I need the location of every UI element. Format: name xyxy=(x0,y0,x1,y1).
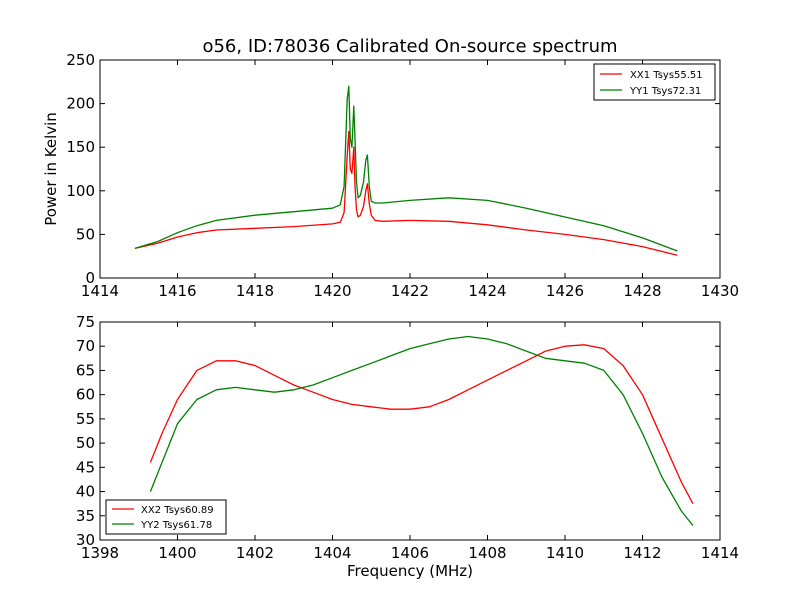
top-y-tick-label: 0 xyxy=(85,269,95,287)
bottom-y-tick-label: 40 xyxy=(76,483,95,501)
bottom-y-tick-label: 35 xyxy=(76,507,95,525)
bottom-series-line-0 xyxy=(149,344,694,505)
top-x-tick-label: 1422 xyxy=(391,282,429,300)
chart-title: o56, ID:78036 Calibrated On-source spect… xyxy=(202,36,617,57)
bottom-y-tick-label: 70 xyxy=(76,337,95,355)
bottom-x-tick-label: 1412 xyxy=(623,544,661,562)
top-x-tick-label: 1426 xyxy=(546,282,584,300)
top-legend-box xyxy=(593,63,716,101)
bottom-y-tick-label: 65 xyxy=(76,361,95,379)
top-y-tick-label: 100 xyxy=(66,182,95,200)
bottom-x-tick-label: 1406 xyxy=(391,544,429,562)
bottom-x-tick-label: 1402 xyxy=(236,544,274,562)
top-legend: XX1 Tsys55.51 YY1 Tsys72.31 xyxy=(593,63,716,101)
legend-label-xx1: XX1 Tsys55.51 xyxy=(630,70,703,81)
bottom-y-tick-label: 30 xyxy=(76,531,95,549)
bottom-x-axis: 1398 1400 1402 1404 1406 1408 1410 1412 1414 xyxy=(81,322,739,562)
bottom-x-tick-label: 1398 xyxy=(81,544,119,562)
bottom-legend: XX2 Tsys60.89 YY2 Tsys61.78 xyxy=(105,499,227,535)
top-x-tick-label: 1414 xyxy=(81,282,119,300)
bottom-y-tick-label: 45 xyxy=(76,458,95,476)
bottom-y-tick-label: 55 xyxy=(76,410,95,428)
bottom-x-tick-label: 1414 xyxy=(701,544,739,562)
bottom-x-tick-label: 1400 xyxy=(158,544,196,562)
top-x-tick-label: 1420 xyxy=(313,282,351,300)
bottom-legend-box xyxy=(105,499,227,535)
top-x-tick-label: 1430 xyxy=(701,282,739,300)
top-series-line-0 xyxy=(134,130,678,256)
legend-label-yy1: YY1 Tsys72.31 xyxy=(629,86,701,97)
top-y-tick-label: 250 xyxy=(66,51,95,69)
top-x-tick-label: 1424 xyxy=(468,282,506,300)
legend-label-yy2: YY2 Tsys61.78 xyxy=(140,520,212,531)
bottom-x-axis-label: Frequency (MHz) xyxy=(347,562,473,580)
top-panel: o56, ID:78036 Calibrated On-source spect… xyxy=(42,36,739,300)
legend-label-xx2: XX2 Tsys60.89 xyxy=(141,505,214,516)
bottom-plot-area xyxy=(149,335,694,526)
bottom-x-tick-label: 1404 xyxy=(313,544,351,562)
top-x-tick-label: 1428 xyxy=(623,282,661,300)
top-y-tick-label: 50 xyxy=(76,225,95,243)
bottom-y-tick-label: 60 xyxy=(76,386,95,404)
top-x-tick-label: 1416 xyxy=(158,282,196,300)
bottom-x-tick-label: 1408 xyxy=(468,544,506,562)
bottom-series-line-1 xyxy=(149,335,694,526)
top-y-axis: 0 50 100 150 200 250 xyxy=(66,51,720,287)
top-x-axis: 1414 1416 1418 1420 1422 1424 1426 1428 1430 xyxy=(81,60,739,300)
bottom-y-axis: 30 35 40 45 50 55 60 65 70 75 xyxy=(76,313,720,549)
bottom-y-tick-label: 50 xyxy=(76,434,95,452)
top-series-line-1 xyxy=(134,85,678,252)
bottom-x-tick-label: 1410 xyxy=(546,544,584,562)
bottom-panel: 1398 1400 1402 1404 1406 1408 1410 1412 1414 303… xyxy=(76,313,739,580)
top-x-tick-label: 1418 xyxy=(236,282,274,300)
top-y-tick-label: 150 xyxy=(66,138,95,156)
top-plot-area xyxy=(134,85,678,256)
bottom-y-tick-label: 75 xyxy=(76,313,95,331)
top-y-axis-label: Power in Kelvin xyxy=(42,112,60,226)
top-y-tick-label: 200 xyxy=(66,95,95,113)
